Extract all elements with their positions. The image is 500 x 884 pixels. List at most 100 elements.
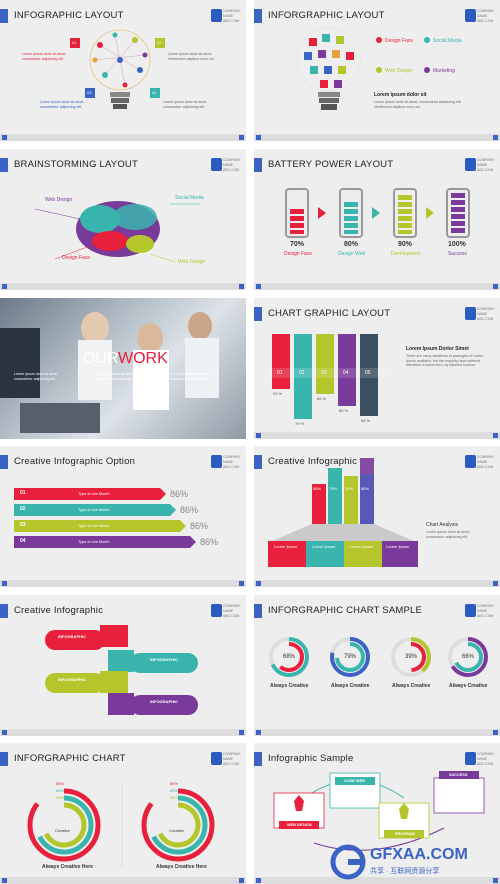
slide-title: INFORGRAPHIC CHART (14, 753, 126, 764)
slide-6[interactable]: CHART GRAPHIC LAYOUT 01 02 03 04 05 29 %… (254, 298, 500, 439)
option-pct: 86% (170, 489, 189, 499)
battery-label: Success (448, 251, 467, 257)
next-button[interactable] (239, 135, 244, 140)
donut-charts-graphic (269, 637, 488, 677)
logo-text: COMPANY NAME ABC.COM (477, 307, 495, 321)
watermark: GFXAA.COM 共享 · 互联网资源分享 (330, 844, 500, 880)
slide-title: BRAINSTORMING LAYOUT (14, 159, 138, 170)
headline-work: WORK (118, 350, 168, 367)
prev-button[interactable] (2, 284, 7, 289)
bar-label: Lorem Ipsum (274, 544, 298, 549)
title-accent (254, 604, 262, 618)
slide-title: INFORGRAPHIC CHART SAMPLE (268, 605, 423, 616)
donut-pct: 39% (405, 654, 418, 660)
label-marketing: Marketing (433, 68, 455, 74)
next-button[interactable] (239, 878, 244, 883)
prev-button[interactable] (2, 730, 7, 735)
slide-nav-bar (254, 580, 500, 587)
donut-caption: Always Creative (331, 683, 370, 689)
logo-icon (211, 752, 222, 765)
ribbon-bars-graphic (268, 334, 386, 419)
logo-icon (465, 455, 476, 468)
prev-button[interactable] (2, 581, 7, 586)
ring-pct: 86% (170, 781, 179, 786)
flow-boxes-graphic (273, 771, 485, 851)
prev-button[interactable] (256, 433, 261, 438)
text-block: Lorem ipsum dolor sit amet, consectetur … (90, 372, 135, 381)
slide-nav-bar (254, 877, 500, 884)
slide-title: INFOGRAPHIC LAYOUT (14, 10, 124, 21)
next-button[interactable] (493, 730, 498, 735)
icon-bulb-graphic (296, 27, 430, 110)
donut-pct: 66% (462, 654, 475, 660)
body-heading: Lorem ipsum dolor sit (374, 92, 427, 98)
ring-pct: 68% (170, 795, 179, 800)
title-accent (254, 9, 262, 23)
bulb-network-graphic (70, 29, 165, 109)
ribbon-pct: 68 % (361, 418, 371, 423)
option-strips-graphic (14, 488, 196, 548)
box-label: CODE WEB (344, 779, 365, 783)
watermark-logo-icon (330, 844, 366, 880)
logo-text: COMPANY NAME ABC.COM (223, 158, 241, 172)
ribbon-number: 05 (365, 370, 371, 376)
label-design-face: Design Face (385, 38, 414, 44)
prev-button[interactable] (2, 878, 7, 883)
next-button[interactable] (239, 730, 244, 735)
ring-pct: 68% (56, 788, 65, 793)
donut-caption: Always Creative (392, 683, 431, 689)
option-pct: 86% (180, 505, 199, 515)
slide-11[interactable]: INFORGRAPHIC CHART 86% 68% 68% 86% 68% 6… (0, 743, 246, 884)
slide-12[interactable]: Infographic Sample WEB DESIGN CODE WEB P… (254, 743, 500, 884)
title-accent (0, 158, 8, 172)
next-button[interactable] (239, 284, 244, 289)
next-button[interactable] (493, 135, 498, 140)
slide-nav-bar (0, 877, 246, 884)
slide-7[interactable]: Creative Infographic Option 01 02 03 04 … (0, 446, 246, 587)
zigzag-pills-graphic (45, 625, 198, 715)
watermark-brand: GFXAA.COM (370, 846, 468, 863)
title-accent (0, 455, 8, 469)
logo-icon (211, 158, 222, 171)
bar-label: Lorem Ipsum (350, 544, 374, 549)
next-button[interactable] (239, 581, 244, 586)
prev-button[interactable] (256, 581, 261, 586)
bar-label: Lorem Ipsum (386, 544, 410, 549)
ribbon-pct: 60 % (339, 408, 349, 413)
donut-caption: Always Creative (449, 683, 488, 689)
slide-4[interactable]: BATTERY POWER LAYOUT 70% 80% 90% 100% De… (254, 149, 500, 290)
next-button[interactable] (493, 878, 498, 883)
prev-button[interactable] (256, 284, 261, 289)
ring-charts-graphic (27, 783, 215, 868)
step-number: 03 (87, 90, 92, 95)
slide-5[interactable]: OUR WORK Lorem ipsum dolor sit amet, con… (0, 298, 246, 439)
next-button[interactable] (493, 284, 498, 289)
bar-pct: 68% (313, 486, 322, 491)
prev-button[interactable] (256, 135, 261, 140)
slide-3[interactable]: BRAINSTORMING LAYOUT Web Design Social M… (0, 149, 246, 290)
ring-caption: Always Creative Here (156, 864, 207, 870)
pill-label: INFOGRAPHIC (150, 657, 178, 662)
next-button[interactable] (493, 581, 498, 586)
slide-8[interactable]: Creative Infographic 68% 79% 39% 86% Lor… (254, 446, 500, 587)
prev-button[interactable] (2, 135, 7, 140)
next-button[interactable] (493, 433, 498, 438)
team-photo-illustration (0, 312, 219, 433)
slide-nav-bar (0, 729, 246, 736)
brain-graphic (34, 201, 200, 263)
slide-9[interactable]: Creative Infographic INFOGRAPHIC INFOGRA… (0, 595, 246, 736)
pill-label: INFOGRAPHIC (150, 699, 178, 704)
step-number: 02 (157, 40, 162, 45)
slide-1[interactable]: INFOGRAPHIC LAYOUT 01 02 03 04 Lorem ips… (0, 0, 246, 141)
battery-pct: 70% (290, 241, 305, 248)
logo-icon (465, 158, 476, 171)
slide-10[interactable]: INFORGRAPHIC CHART SAMPLE 68% 79% 39% 66… (254, 595, 500, 736)
option-text: Type of one Month (78, 492, 110, 496)
prev-button[interactable] (256, 730, 261, 735)
label-web-design: Web Design (178, 259, 206, 265)
slide-title: Infographic Sample (268, 753, 354, 764)
ribbon-number: 03 (321, 370, 327, 376)
prev-button[interactable] (256, 878, 261, 883)
slide-2[interactable]: INFORGRAPHIC LAYOUT Design Face Social M… (254, 0, 500, 141)
label-social-media: Social Media (433, 38, 462, 44)
